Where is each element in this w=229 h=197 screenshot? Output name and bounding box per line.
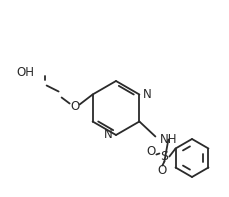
Text: OH: OH [17, 66, 35, 79]
Text: O: O [147, 145, 156, 158]
Text: S: S [160, 150, 168, 163]
Text: O: O [70, 100, 79, 113]
Text: O: O [158, 164, 167, 177]
Text: N: N [104, 128, 113, 141]
Text: NH: NH [159, 133, 177, 146]
Text: N: N [142, 88, 151, 101]
